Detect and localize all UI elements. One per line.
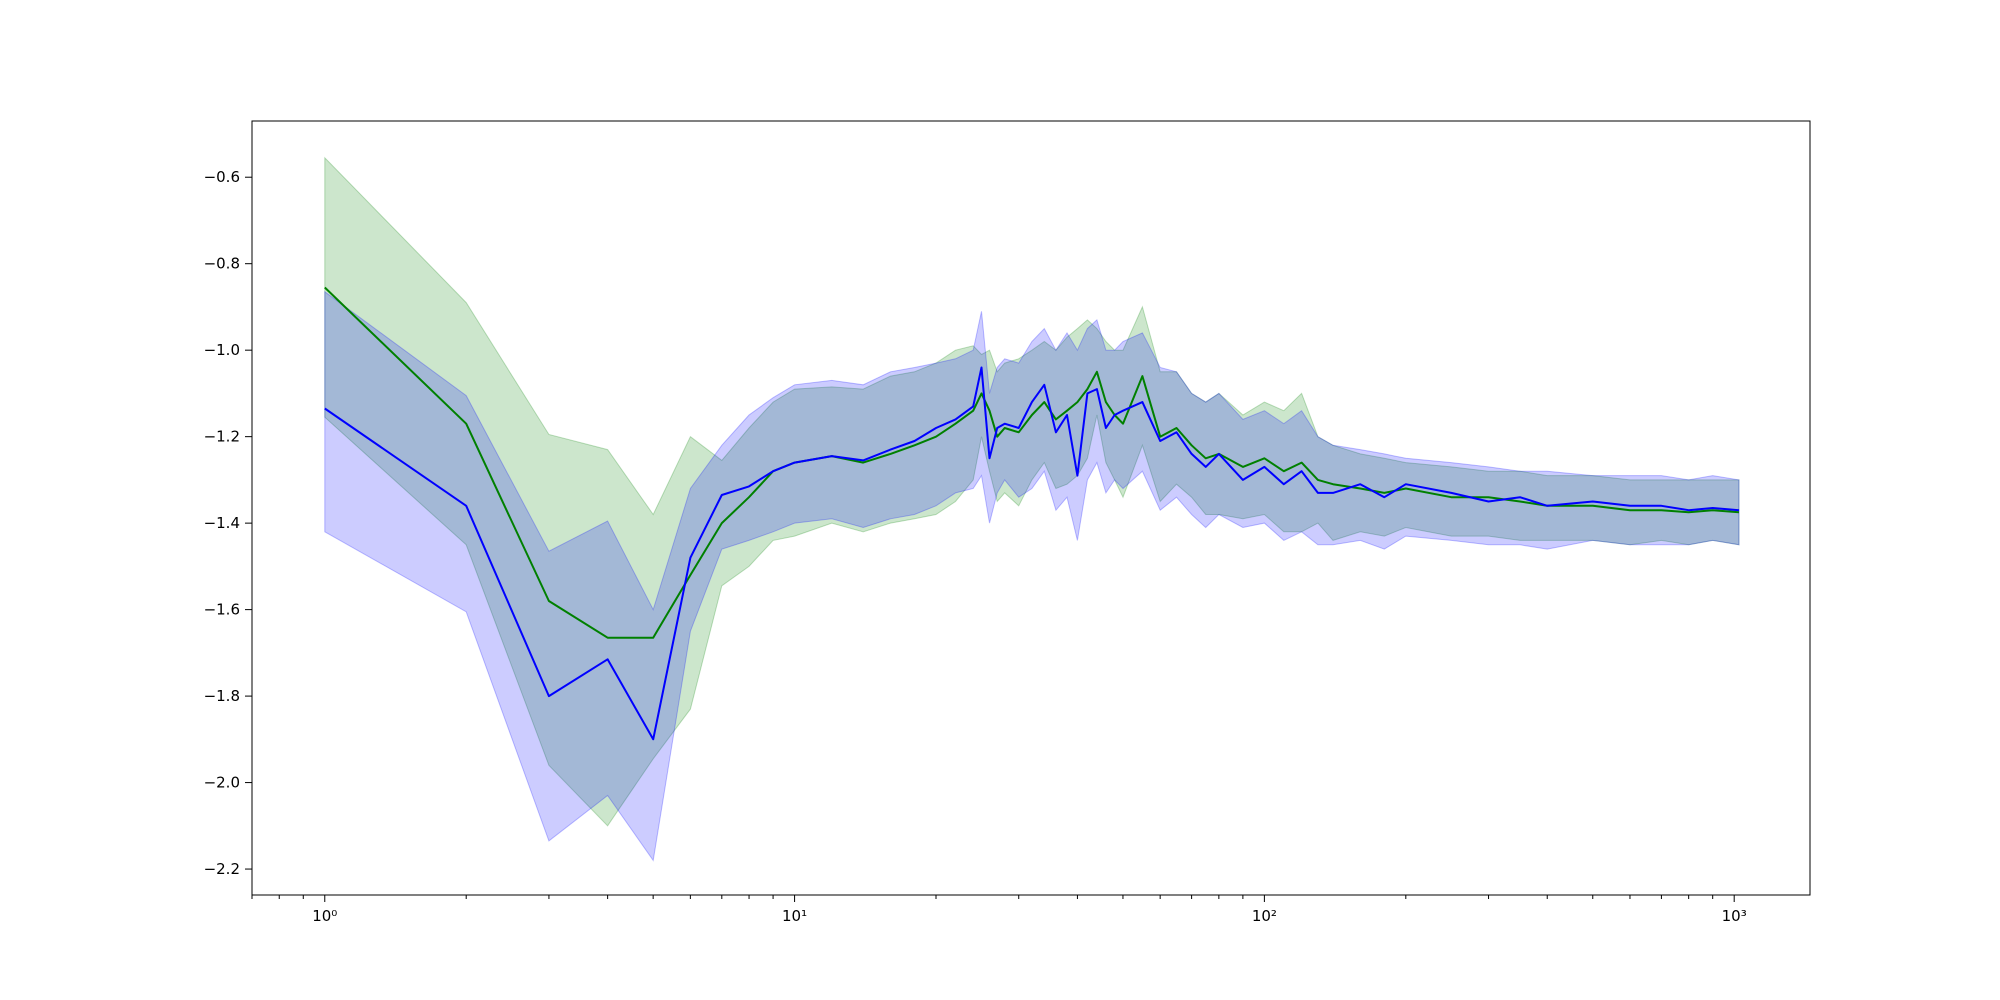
series-line-1	[324, 366, 1740, 741]
series-lines	[324, 286, 1740, 741]
x-tick-label-3: 10³	[1722, 907, 1747, 925]
plot-area-frame	[251, 120, 1811, 896]
y-tick-label-8: −2.2	[204, 860, 240, 878]
y-tick-label-6: −1.8	[204, 687, 240, 705]
y-tick-label-2: −1.0	[204, 341, 240, 359]
y-tick-label-7: −2.0	[204, 774, 240, 792]
y-tick-label-5: −1.6	[204, 601, 240, 619]
y-axis: −0.6 −0.8 −1.0 −1.2 −1.4 −1.6 −1.8 −2.0 −2.2	[204, 168, 252, 878]
y-tick-label-3: −1.2	[204, 428, 240, 446]
confidence-bands	[324, 156, 1740, 862]
x-axis: 10⁰ 10¹ 10² 10³	[251, 895, 1747, 925]
y-tick-label-4: −1.4	[204, 514, 240, 532]
x-tick-label-0: 10⁰	[312, 907, 337, 925]
y-tick-label-0: −0.6	[204, 168, 240, 186]
x-tick-label-1: 10¹	[782, 907, 807, 925]
confidence-band-1	[324, 290, 1740, 862]
confidence-band-0	[324, 156, 1740, 827]
x-tick-label-2: 10²	[1252, 907, 1277, 925]
y-tick-label-1: −0.8	[204, 255, 240, 273]
